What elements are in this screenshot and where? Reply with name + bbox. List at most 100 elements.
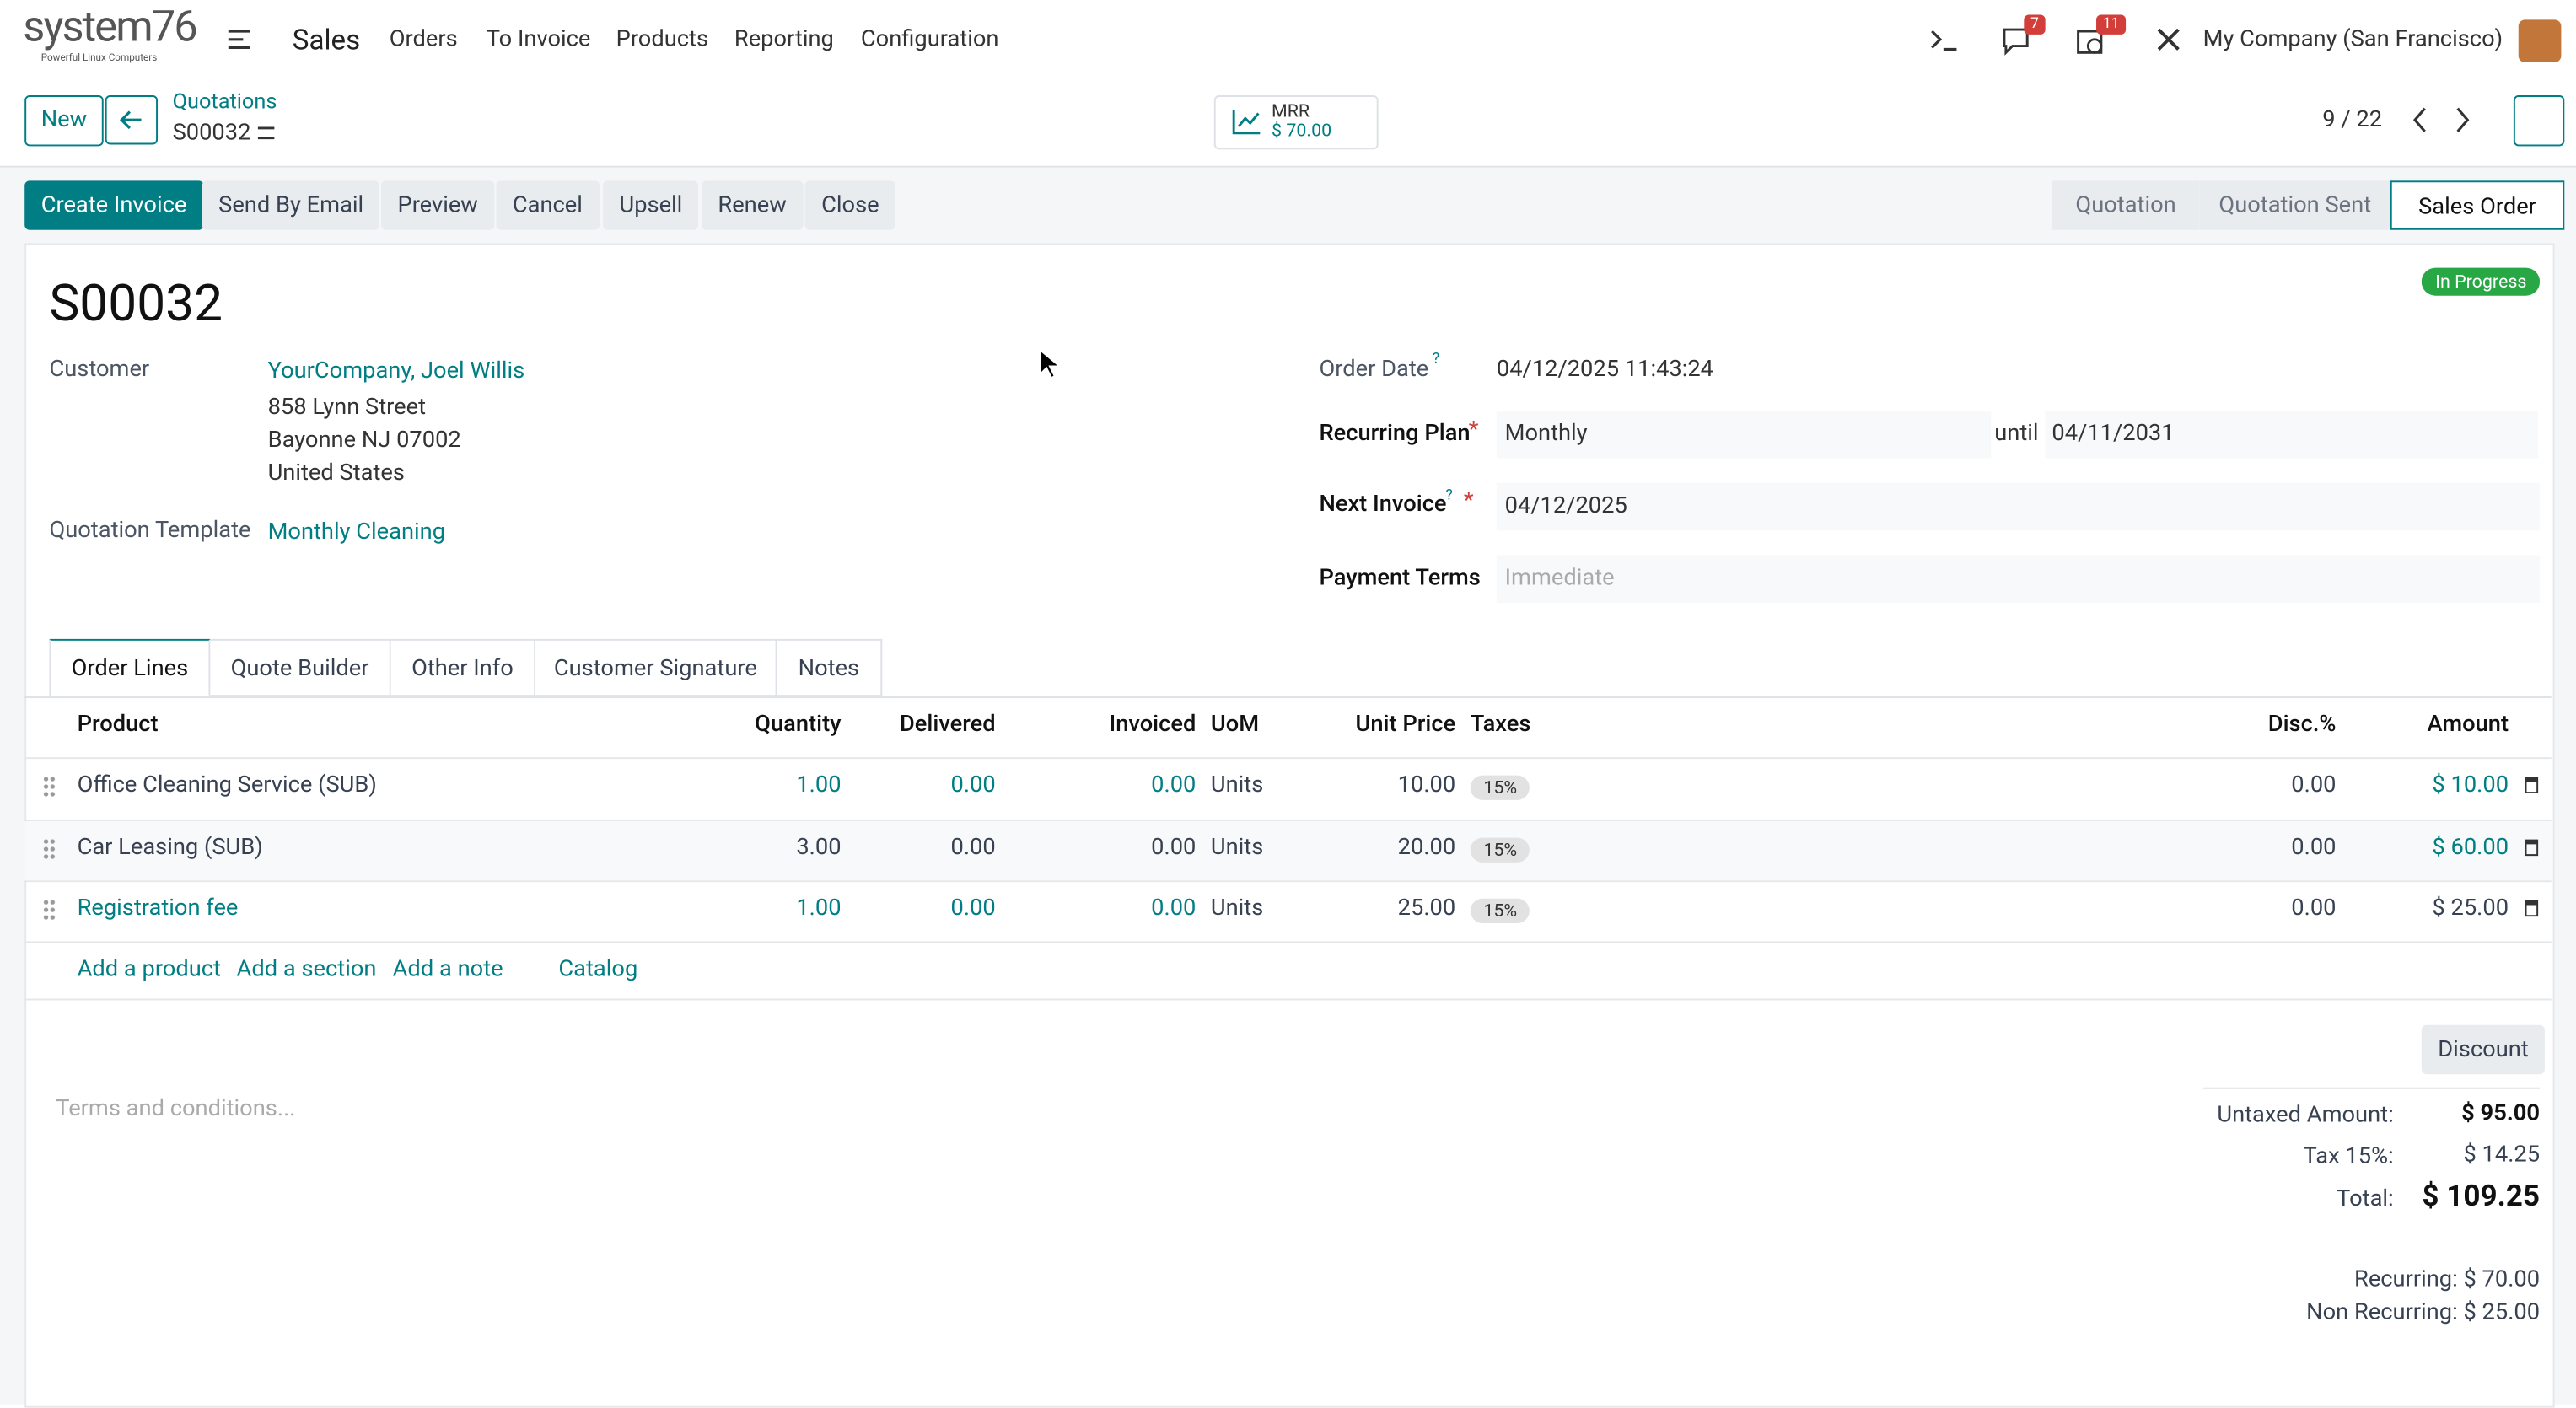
row-line	[24, 998, 2552, 1001]
tab[interactable]: Other Info	[390, 638, 536, 697]
template[interactable]: Monthly Cleaning	[267, 519, 446, 545]
discount-button[interactable]: Discount	[2421, 1024, 2546, 1075]
stage[interactable]: Quotation	[2052, 180, 2202, 230]
field-label: Recurring Plan	[1319, 420, 1471, 447]
tax-tag: 15%	[1470, 898, 1530, 923]
cell: 0.00	[950, 771, 996, 798]
cell: 1.00	[796, 771, 842, 798]
mrr-value: $ 70.00	[1271, 120, 1332, 142]
add-link[interactable]: Add a product	[77, 955, 221, 983]
terminal-icon[interactable]	[1928, 26, 1958, 52]
company-switch[interactable]: My Company (San Francisco)	[2202, 26, 2503, 53]
avatar[interactable]	[2518, 19, 2562, 63]
total-label: Total:	[2337, 1185, 2394, 1212]
totals-line	[2202, 1087, 2541, 1089]
column-header: Invoiced	[1109, 711, 1197, 738]
cell: 20.00	[1397, 833, 1456, 860]
field-value: 04/12/2025 11:43:24	[1496, 356, 1714, 383]
add-link[interactable]: Add a note	[392, 955, 503, 983]
menu-item[interactable]: Reporting	[734, 26, 834, 53]
tax-tag: 15%	[1470, 836, 1530, 862]
tab[interactable]: Quote Builder	[210, 638, 391, 697]
menu-item[interactable]: Products	[616, 26, 709, 53]
drag-handle[interactable]	[42, 836, 56, 860]
action-button[interactable]: Cancel	[496, 180, 600, 230]
column-header: Delivered	[899, 711, 996, 738]
tools-icon[interactable]	[2155, 26, 2181, 52]
menu-item[interactable]: To Invoice	[486, 26, 591, 53]
column-header: Product	[77, 711, 159, 738]
tab[interactable]: Order Lines	[49, 638, 211, 697]
total-label: Tax 15%:	[2303, 1143, 2394, 1170]
settings-icon[interactable]	[256, 123, 276, 142]
action-button[interactable]: Send By Email	[202, 180, 380, 230]
tab[interactable]: Notes	[777, 638, 883, 697]
total-value: $ 14.25	[2463, 1142, 2541, 1169]
action-button[interactable]: Upsell	[603, 180, 699, 230]
pager-arrows[interactable]	[2403, 102, 2485, 138]
delete-icon[interactable]	[2525, 777, 2539, 794]
brand: system76	[23, 3, 197, 53]
record-name: S00032	[172, 120, 251, 147]
address-line: 858 Lynn Street	[267, 394, 427, 421]
chatter-toggle[interactable]	[2513, 95, 2565, 147]
clock-icon[interactable]	[2077, 26, 2106, 56]
recurring: Recurring: $ 70.00	[2354, 1266, 2541, 1293]
mrr-label: MRR	[1271, 99, 1310, 122]
help-mark: ?	[1445, 487, 1453, 505]
menu-item[interactable]: Orders	[389, 26, 458, 53]
total-value: $ 109.25	[2422, 1179, 2541, 1214]
back-button[interactable]	[105, 95, 159, 145]
column-header: Taxes	[1470, 711, 1531, 738]
column-header: Unit Price	[1355, 711, 1456, 738]
address-line: United States	[267, 459, 405, 486]
new-button[interactable]: New	[24, 95, 104, 147]
row-line	[24, 941, 2552, 943]
stage[interactable]: Quotation Sent	[2199, 180, 2392, 230]
cell: 0.00	[2291, 833, 2337, 860]
required-mark: *	[1463, 487, 1474, 514]
address-line: Bayonne NJ 07002	[267, 427, 461, 454]
column-header: Amount	[2427, 711, 2509, 738]
menu-icon[interactable]	[227, 26, 253, 52]
action-button[interactable]: Create Invoice	[24, 180, 203, 230]
add-link[interactable]: Catalog	[558, 955, 638, 983]
mrr-box[interactable]	[1213, 95, 1379, 150]
customer[interactable]: YourCompany, Joel Willis	[267, 357, 525, 384]
cell: 0.00	[950, 833, 996, 860]
column-header: UoM	[1210, 711, 1260, 738]
cell: 0.00	[2291, 895, 2337, 922]
menu-item[interactable]: Configuration	[860, 26, 999, 53]
action-button[interactable]: Preview	[381, 180, 495, 230]
drag-handle[interactable]	[42, 898, 56, 922]
input[interactable]: Monthly	[1496, 411, 1992, 459]
action-button[interactable]: Renew	[701, 180, 804, 230]
action-button[interactable]: Close	[804, 180, 896, 230]
delete-icon[interactable]	[2525, 900, 2539, 917]
tab[interactable]: Customer Signature	[535, 638, 777, 697]
cell: 0.00	[950, 895, 996, 922]
column-header: Disc.%	[2267, 711, 2337, 738]
row-line	[24, 757, 2552, 760]
input[interactable]: Immediate	[1496, 555, 2541, 604]
breadcrumb[interactable]: Quotations	[172, 90, 277, 116]
drag-handle[interactable]	[42, 775, 56, 798]
required-mark: *	[1468, 416, 1479, 444]
cell: Registration fee	[77, 895, 239, 922]
cell: Units	[1210, 895, 1264, 922]
tab-line	[24, 696, 2552, 699]
cell: Units	[1210, 833, 1264, 860]
total-label: Untaxed Amount:	[2217, 1102, 2394, 1129]
input[interactable]: 04/12/2025	[1496, 482, 2541, 531]
input[interactable]: 04/11/2031	[2045, 411, 2539, 459]
non-recurring: Non Recurring: $ 25.00	[2306, 1299, 2541, 1326]
field-label: Quotation Template	[49, 517, 251, 544]
cell: 0.00	[1151, 895, 1197, 922]
delete-icon[interactable]	[2525, 838, 2539, 856]
row-line	[24, 880, 2552, 883]
add-link[interactable]: Add a section	[236, 955, 377, 983]
stage[interactable]: Sales Order	[2390, 180, 2565, 230]
status-badge: In Progress	[2422, 267, 2541, 296]
terms-input[interactable]: Terms and conditions...	[56, 1095, 296, 1122]
